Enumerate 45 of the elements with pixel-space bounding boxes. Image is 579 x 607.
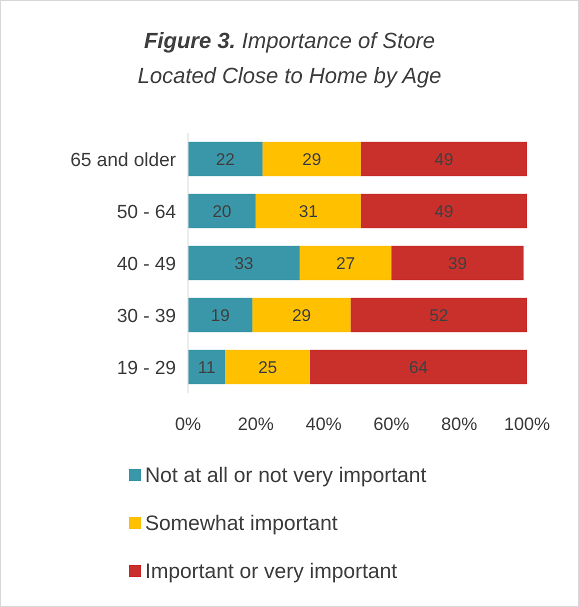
y-tick-label: 19 - 29: [116, 358, 176, 379]
data-label: 25: [258, 358, 278, 377]
data-label: 33: [234, 254, 254, 273]
bar: [300, 246, 392, 280]
x-tick-label: 0%: [174, 414, 202, 434]
x-tick-label: 40%: [306, 414, 342, 434]
data-label: 31: [298, 202, 318, 221]
data-label: 49: [434, 150, 454, 169]
bar: [188, 194, 256, 228]
legend-label: Important or very important: [145, 560, 398, 583]
bar: [310, 350, 527, 384]
legend-label: Somewhat important: [145, 512, 338, 535]
data-label: 29: [302, 150, 322, 169]
y-tick-label: 30 - 39: [116, 306, 176, 327]
x-tick-label: 100%: [504, 414, 550, 434]
bar: [188, 142, 263, 176]
bar: [188, 246, 300, 280]
data-label: 64: [409, 358, 428, 377]
data-label: 49: [434, 202, 454, 221]
bar: [350, 298, 527, 332]
y-tick-label: 65 and older: [70, 150, 177, 171]
data-label: 52: [429, 306, 448, 325]
bar: [262, 142, 361, 176]
data-label: 19: [210, 306, 230, 325]
x-tick-label: 80%: [441, 414, 478, 434]
data-label: 27: [336, 254, 356, 273]
data-label: 29: [292, 306, 312, 325]
data-label: 11: [198, 358, 216, 377]
data-label: 20: [212, 202, 232, 221]
bar: [256, 194, 361, 228]
x-tick-label: 60%: [373, 414, 410, 434]
bar: [360, 194, 527, 228]
y-tick-label: 40 - 49: [116, 254, 176, 275]
bar: [188, 350, 226, 384]
y-tick-label: 50 - 64: [116, 202, 176, 223]
data-label: 22: [216, 150, 235, 169]
bar: [225, 350, 310, 384]
legend-label: Not at all or not very important: [145, 464, 426, 487]
bar: [360, 142, 527, 176]
bar: [252, 298, 351, 332]
bar: [391, 246, 524, 280]
data-label: 39: [448, 254, 467, 273]
chart-title: Figure 3. Importance of Store Located Close to Home by Age: [138, 28, 442, 88]
bar: [188, 298, 252, 332]
x-tick-label: 20%: [238, 414, 274, 434]
